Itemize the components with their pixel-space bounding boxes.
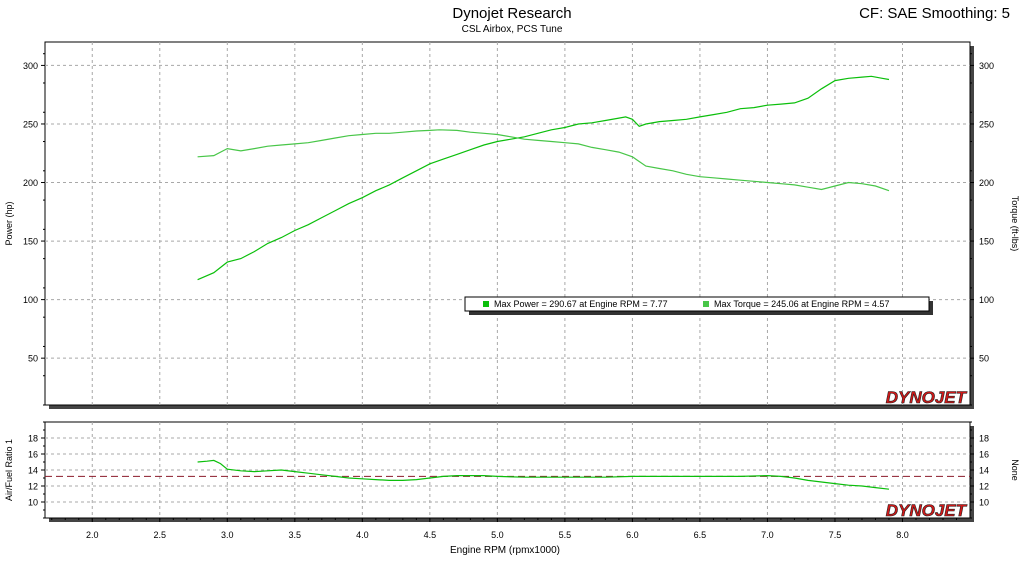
x-tick-label: 3.0 bbox=[221, 530, 234, 540]
y-tick-label-left: 12 bbox=[28, 482, 38, 492]
y-tick-label-right: 100 bbox=[979, 295, 994, 305]
legend-label-power: Max Power = 290.67 at Engine RPM = 7.77 bbox=[494, 299, 668, 309]
x-tick-label: 8.0 bbox=[896, 530, 909, 540]
correction-factor-label: CF: SAE Smoothing: 5 bbox=[859, 5, 1010, 22]
x-tick-label: 4.5 bbox=[424, 530, 437, 540]
air-fuel-panel: 10 10 12 12 14 14 16 16 18 18 Air/Fuel Ratio 1 None… bbox=[4, 421, 1020, 540]
x-tick-label: 6.5 bbox=[694, 530, 707, 540]
y-tick-label-right: 12 bbox=[979, 482, 989, 492]
afr-series-line bbox=[197, 459, 890, 490]
y-tick-label-right: 200 bbox=[979, 178, 994, 188]
x-tick-label: 7.5 bbox=[829, 530, 842, 540]
torque-series-line bbox=[197, 129, 890, 192]
x-tick-label: 3.5 bbox=[289, 530, 302, 540]
y-axis-label-left: Power (hp) bbox=[4, 201, 14, 245]
x-tick-label: 7.0 bbox=[761, 530, 774, 540]
y-tick-label-left: 50 bbox=[28, 354, 38, 364]
dynojet-logo: DYNOJET bbox=[886, 501, 968, 520]
y-tick-label-left: 100 bbox=[23, 295, 38, 305]
legend-swatch-torque bbox=[703, 301, 709, 307]
y-tick-label-left: 14 bbox=[28, 466, 38, 476]
y-tick-label-left: 150 bbox=[23, 237, 38, 247]
y-tick-label-right: 150 bbox=[979, 237, 994, 247]
x-tick-label: 2.5 bbox=[154, 530, 167, 540]
y-tick-label-right: 18 bbox=[979, 434, 989, 444]
power-torque-panel: 50 50 100 100 150 150 200 200 250 250 300 300 Power … bbox=[4, 41, 1020, 409]
legend-swatch-power bbox=[483, 301, 489, 307]
y-axis-label-left: Air/Fuel Ratio 1 bbox=[4, 439, 14, 501]
x-tick-label: 6.0 bbox=[626, 530, 639, 540]
legend-box bbox=[464, 296, 930, 312]
y-axis-label-right: None bbox=[1010, 459, 1020, 481]
y-tick-label-right: 50 bbox=[979, 354, 989, 364]
x-tick-label: 4.0 bbox=[356, 530, 369, 540]
page-subtitle: CSL Airbox, PCS Tune bbox=[461, 24, 563, 35]
legend-label-torque: Max Torque = 245.06 at Engine RPM = 4.57 bbox=[714, 299, 889, 309]
y-tick-label-left: 18 bbox=[28, 434, 38, 444]
y-tick-label-right: 10 bbox=[979, 498, 989, 508]
y-tick-label-left: 200 bbox=[23, 178, 38, 188]
page-title: Dynojet Research bbox=[452, 5, 572, 22]
plot-area bbox=[44, 41, 971, 406]
x-tick-label: 5.0 bbox=[491, 530, 504, 540]
dynojet-logo: DYNOJET bbox=[886, 388, 968, 407]
y-tick-label-left: 16 bbox=[28, 450, 38, 460]
y-tick-label-right: 14 bbox=[979, 466, 989, 476]
x-tick-label: 5.5 bbox=[559, 530, 572, 540]
y-tick-label-right: 250 bbox=[979, 119, 994, 129]
y-tick-label-left: 300 bbox=[23, 61, 38, 71]
y-tick-label-right: 16 bbox=[979, 450, 989, 460]
y-axis-label-right: Torque (ft-lbs) bbox=[1010, 196, 1020, 252]
x-axis-label: Engine RPM (rpmx1000) bbox=[450, 545, 560, 556]
y-tick-label-left: 250 bbox=[23, 119, 38, 129]
power-series-line bbox=[197, 75, 890, 281]
y-tick-label-right: 300 bbox=[979, 61, 994, 71]
x-tick-label: 2.0 bbox=[86, 530, 99, 540]
y-tick-label-left: 10 bbox=[28, 498, 38, 508]
